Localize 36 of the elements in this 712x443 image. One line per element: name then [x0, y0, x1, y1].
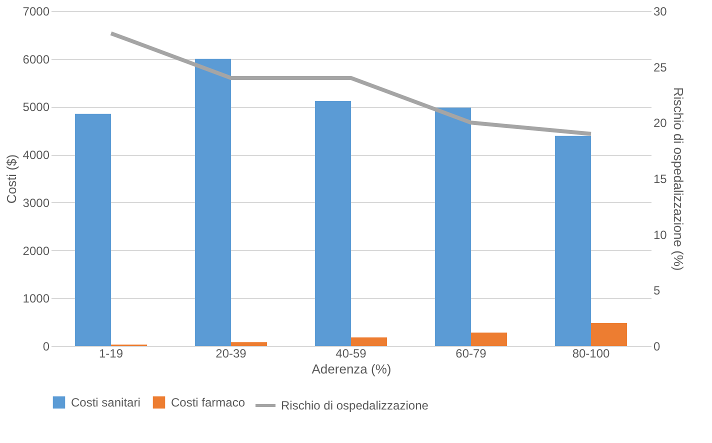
x-tick-label: 1-19: [98, 346, 124, 360]
legend-label: Costi farmaco: [171, 395, 246, 410]
y-tick-label: 5000: [22, 100, 50, 114]
x-tick-label: 40-59: [336, 346, 367, 360]
bar: [315, 100, 351, 346]
legend-label: Costi sanitari: [71, 395, 140, 410]
y-tick-label: 1000: [22, 292, 50, 306]
x-tick-label: 20-39: [216, 346, 247, 360]
y2-tick-label: 15: [654, 172, 668, 186]
x-tick-label: 60-79: [456, 346, 487, 360]
y-tick-label: 4000: [22, 148, 50, 162]
line-series: [109, 31, 593, 136]
y-tick-label: 7000: [22, 4, 50, 18]
y-tick-label: 0: [42, 340, 50, 354]
y2-axis-title: Rischio di ospedalizzazione (%): [670, 87, 686, 271]
y-tick-label: 3000: [22, 196, 50, 210]
bar: [555, 136, 591, 346]
y2-tick-label: 5: [654, 284, 660, 298]
bar: [75, 114, 111, 346]
y2-tick-label: 0: [654, 340, 660, 354]
bar: [195, 58, 231, 346]
y-tick-label: 6000: [22, 52, 50, 66]
y-axis-title: Costi ($): [4, 154, 19, 204]
bar: [351, 337, 387, 346]
bar: [591, 323, 627, 346]
x-tick-label: 80-100: [572, 346, 610, 360]
bar: [231, 342, 267, 346]
y2-tick-label: 25: [654, 60, 668, 74]
legend-label: Rischio di ospedalizzazione: [281, 398, 429, 412]
x-axis-title: Aderenza (%): [312, 362, 392, 376]
bar: [435, 108, 471, 346]
y2-tick-label: 30: [654, 4, 668, 18]
y-tick-label: 2000: [22, 244, 50, 258]
y2-tick-label: 10: [654, 228, 668, 242]
y2-tick-label: 20: [654, 116, 668, 130]
bar: [471, 332, 507, 346]
